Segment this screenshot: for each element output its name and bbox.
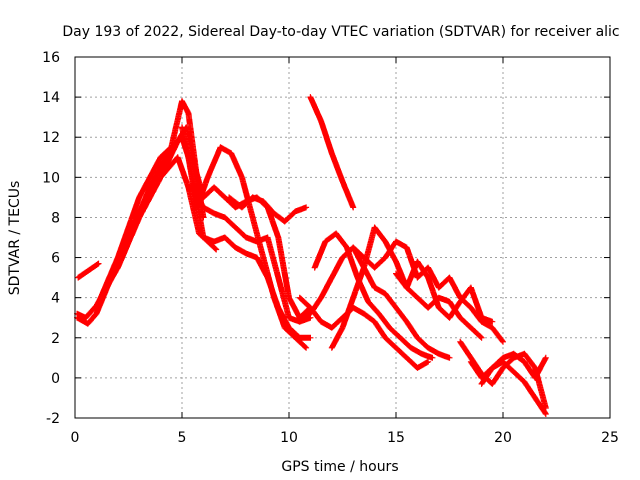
x-tick-label: 20 <box>494 430 512 446</box>
series-track-18 <box>478 358 549 417</box>
data-point-markers <box>179 124 314 341</box>
axes <box>74 56 611 419</box>
series-track-14 <box>350 238 506 345</box>
data-points <box>74 94 549 417</box>
chart-title: Day 193 of 2022, Sidereal Day-to-day VTE… <box>62 24 619 40</box>
x-axis-label: GPS time / hours <box>281 459 398 475</box>
data-point-markers <box>296 244 453 361</box>
data-point-markers <box>478 358 549 417</box>
data-point-markers <box>393 258 496 325</box>
y-tick-label: 10 <box>42 170 60 186</box>
y-axis-label: SDTVAR / TECUs <box>7 181 23 296</box>
series-track-9 <box>307 94 357 211</box>
x-tick-label: 0 <box>71 430 80 446</box>
data-point-markers <box>307 94 357 211</box>
x-tick-label: 15 <box>387 430 405 446</box>
series-track-15 <box>393 258 496 325</box>
data-point-markers <box>296 294 432 371</box>
data-point-markers <box>75 260 102 281</box>
x-tick-label: 25 <box>601 430 619 446</box>
y-tick-label: 12 <box>42 130 60 146</box>
data-point-markers <box>350 238 506 345</box>
tick-labels: 0 5 10 15 20 25 -2 0 2 4 6 8 10 12 14 16 <box>42 50 619 446</box>
series-track-7 <box>226 194 310 225</box>
y-tick-label: -2 <box>46 411 60 427</box>
y-tick-label: 4 <box>51 291 60 307</box>
y-tick-label: 2 <box>51 331 60 347</box>
series-track-12 <box>296 294 432 371</box>
series-track-8 <box>179 124 314 341</box>
data-point-markers <box>226 194 310 225</box>
plot-frame <box>74 56 611 419</box>
series-track-3 <box>75 260 102 281</box>
y-tick-label: 0 <box>51 371 60 387</box>
series-track-11 <box>296 244 453 361</box>
y-tick-label: 14 <box>42 90 60 106</box>
x-tick-label: 5 <box>178 430 187 446</box>
y-tick-label: 8 <box>51 210 60 226</box>
x-tick-label: 10 <box>280 430 298 446</box>
y-tick-label: 6 <box>51 251 60 267</box>
y-tick-label: 16 <box>42 50 60 66</box>
